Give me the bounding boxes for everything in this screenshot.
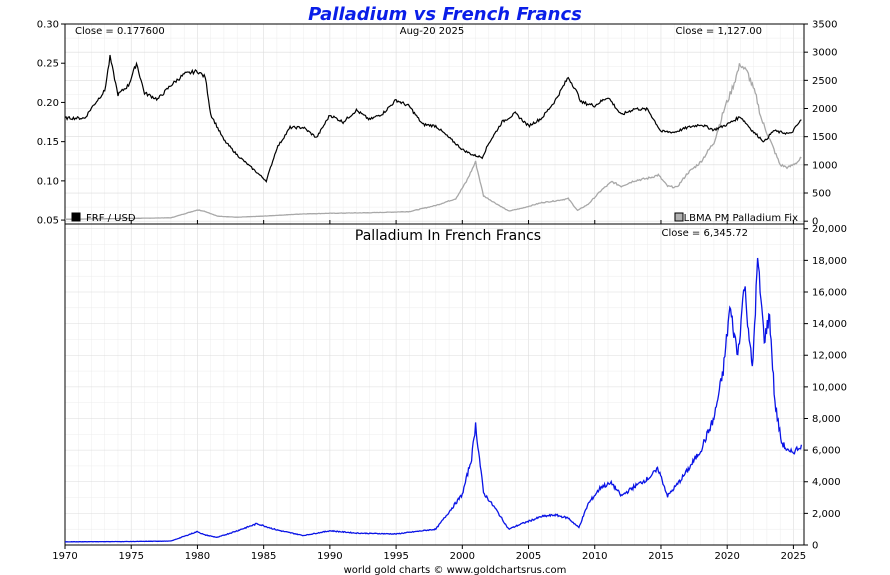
top-x-axis <box>64 220 794 224</box>
top-right-tick-label: 1500 <box>812 132 837 143</box>
top-right-tick-label: 0 <box>812 217 818 228</box>
bottom-x-tick-label: 1985 <box>251 551 276 562</box>
top-right-tick-label: 1000 <box>812 160 837 171</box>
bottom-close-right: Close = 6,345.72 <box>661 228 748 239</box>
bottom-panel-grid <box>64 224 804 546</box>
bottom-right-tick-label: 4,000 <box>812 477 841 488</box>
legend-swatch-frf <box>71 212 81 222</box>
footer-credit: world gold charts © www.goldchartsrus.co… <box>344 565 567 575</box>
bottom-x-axis: 1970 1975 1980 1985 1990 1995 2000 2005 2010 2015… <box>52 545 806 562</box>
chart-date: Aug-20 2025 <box>400 26 465 37</box>
bottom-x-tick-label: 2025 <box>781 551 806 562</box>
frf-usd-line <box>64 54 802 183</box>
palladium-usd-line <box>65 63 802 220</box>
legend-swatch-palladium <box>674 212 684 222</box>
top-close-right: Close = 1,127.00 <box>675 26 762 37</box>
bottom-x-tick-label: 1975 <box>118 551 143 562</box>
legend-label-palladium: LBMA PM Palladium Fix <box>684 213 798 224</box>
top-left-axis: 0.30 0.25 0.20 0.15 0.10 0.05 <box>37 20 65 227</box>
legend-label-frf: FRF / USD <box>86 213 136 224</box>
top-right-tick-label: 500 <box>812 189 831 200</box>
top-left-tick-label: 0.05 <box>37 216 59 227</box>
chart-title: Palladium vs French Francs <box>308 4 582 25</box>
top-right-tick-label: 2500 <box>812 76 837 87</box>
top-left-tick-label: 0.20 <box>37 98 59 109</box>
bottom-right-tick-label: 14,000 <box>812 319 847 330</box>
top-right-tick-label: 3000 <box>812 48 837 59</box>
bottom-right-tick-label: 0 <box>812 541 818 552</box>
top-close-left: Close = 0.177600 <box>75 26 165 37</box>
top-left-tick-label: 0.10 <box>37 176 59 187</box>
top-left-tick-label: 0.25 <box>37 59 59 70</box>
bottom-right-tick-label: 2,000 <box>812 509 841 520</box>
bottom-right-tick-label: 8,000 <box>812 414 841 425</box>
top-panel-frame <box>64 23 805 225</box>
bottom-x-tick-label: 2020 <box>714 551 739 562</box>
top-series-group <box>64 54 802 220</box>
bottom-x-tick-label: 2010 <box>582 551 607 562</box>
bottom-right-tick-label: 18,000 <box>812 256 847 267</box>
bottom-x-tick-label: 2005 <box>516 551 541 562</box>
bottom-right-tick-label: 10,000 <box>812 382 847 393</box>
bottom-x-tick-label: 1995 <box>383 551 408 562</box>
top-panel-grid <box>64 23 804 224</box>
bottom-x-tick-label: 2000 <box>450 551 475 562</box>
bottom-right-tick-label: 6,000 <box>812 446 841 457</box>
bottom-right-tick-label: 16,000 <box>812 287 847 298</box>
bottom-x-tick-label: 1990 <box>317 551 342 562</box>
top-right-tick-label: 3500 <box>812 20 837 31</box>
top-right-axis: 3500 3000 2500 2000 1500 1000 500 0 <box>804 20 837 228</box>
bottom-panel-frame <box>64 223 805 546</box>
bottom-right-axis: 20,000 18,000 16,000 14,000 12,000 10,000 8,00… <box>804 224 847 552</box>
bottom-right-tick-label: 20,000 <box>812 224 847 235</box>
top-right-tick-label: 2000 <box>812 104 837 115</box>
palladium-frf-line <box>65 257 803 543</box>
top-left-tick-label: 0.15 <box>37 137 59 148</box>
top-left-tick-label: 0.30 <box>37 20 59 31</box>
bottom-right-tick-label: 12,000 <box>812 351 847 362</box>
bottom-panel-title: Palladium In French Francs <box>355 228 541 244</box>
bottom-x-tick-label: 1980 <box>185 551 210 562</box>
bottom-series-group <box>65 257 803 543</box>
bottom-x-tick-label: 1970 <box>52 551 77 562</box>
bottom-x-tick-label: 2015 <box>648 551 673 562</box>
